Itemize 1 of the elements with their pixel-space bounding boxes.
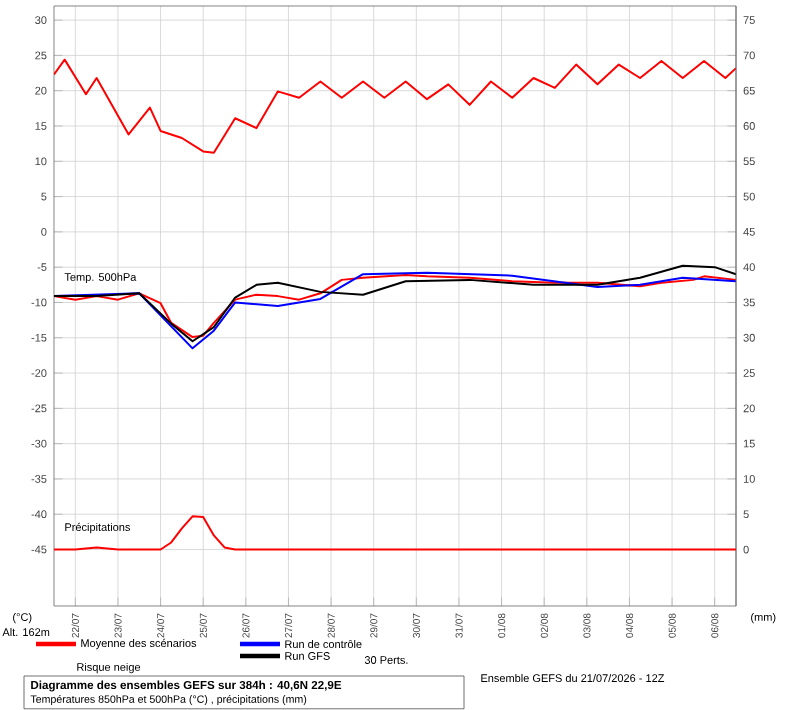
line-series	[54, 58, 737, 154]
